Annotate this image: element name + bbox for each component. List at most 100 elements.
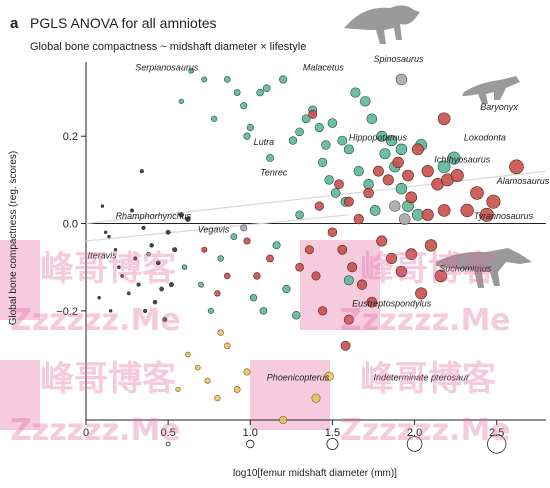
- chart-title: PGLS ANOVA for all amniotes: [30, 15, 217, 31]
- data-point: [424, 239, 438, 252]
- annotation-label: Rhamphorhynchus: [116, 211, 192, 221]
- watermark-text: Zzzzzz.Me: [10, 413, 181, 448]
- annotation-label: Hippopotamus: [349, 133, 408, 143]
- data-point: [108, 309, 113, 313]
- data-point: [392, 156, 404, 169]
- data-point: [211, 115, 218, 122]
- y-tick-label: −0.2: [56, 306, 78, 318]
- data-point: [185, 351, 191, 358]
- x-tick-label: 1.5: [325, 427, 340, 439]
- data-point: [136, 282, 141, 287]
- data-point: [243, 368, 251, 376]
- data-point: [405, 191, 418, 204]
- data-point: [240, 102, 248, 110]
- data-point: [295, 210, 304, 220]
- data-point: [398, 213, 411, 225]
- data-point: [460, 203, 474, 218]
- annotation-label: Alamosaurus: [496, 176, 550, 186]
- data-point: [343, 196, 354, 207]
- size-legend-circle: [246, 439, 255, 449]
- data-point: [437, 112, 451, 126]
- data-point: [337, 244, 348, 255]
- data-point: [324, 175, 334, 185]
- annotation-label: Serpianosaurus: [135, 63, 199, 73]
- data-point: [356, 279, 368, 290]
- watermark-text: 峰哥博客: [40, 359, 176, 399]
- data-point: [178, 98, 184, 104]
- data-point: [243, 132, 251, 140]
- data-point: [311, 271, 321, 281]
- annotation-label: Lutra: [254, 137, 275, 147]
- data-point: [185, 216, 191, 222]
- data-point: [201, 76, 208, 83]
- data-point: [117, 265, 121, 269]
- data-point: [207, 307, 214, 314]
- annotation-label: Baryonyx: [480, 102, 518, 112]
- data-point: [126, 291, 131, 296]
- data-point: [130, 208, 134, 213]
- data-point: [411, 143, 424, 156]
- size-legend-circle: [406, 436, 423, 452]
- y-tick-label: 0.0: [63, 219, 78, 231]
- data-point: [146, 251, 151, 257]
- size-legend-circle: [487, 434, 507, 454]
- data-point: [266, 254, 274, 263]
- data-point: [233, 89, 241, 96]
- data-point: [168, 282, 174, 288]
- watermark-text: 峰哥博客: [360, 249, 496, 289]
- data-point: [97, 296, 101, 300]
- data-point: [188, 67, 194, 74]
- data-point: [256, 88, 264, 97]
- silhouette-layer: [344, 5, 532, 288]
- watermark-block: [0, 240, 40, 320]
- data-point: [324, 371, 334, 382]
- data-point: [133, 256, 138, 261]
- data-point: [107, 234, 111, 239]
- data-point: [194, 364, 201, 371]
- data-point: [395, 182, 408, 195]
- data-point: [100, 204, 105, 208]
- data-point: [262, 84, 271, 93]
- data-point: [509, 159, 524, 175]
- watermark-text: Zzzzzz.Me: [10, 303, 181, 338]
- data-point: [470, 186, 484, 200]
- data-point: [288, 136, 298, 145]
- annotation-label: Ichthyosaurus: [434, 154, 491, 164]
- trend-line: [85, 170, 547, 225]
- data-point: [292, 310, 301, 320]
- data-point: [295, 262, 304, 272]
- data-point: [141, 225, 146, 231]
- data-point: [363, 178, 374, 190]
- trend-line: [85, 214, 349, 242]
- data-point: [337, 135, 348, 146]
- data-point: [405, 248, 418, 260]
- watermark-text: Zzzzzz.Me: [340, 413, 511, 448]
- data-point: [104, 230, 108, 234]
- data-point: [246, 123, 254, 132]
- annotation-label: Malacetus: [303, 63, 345, 73]
- size-legend-circle: [326, 437, 339, 450]
- data-point: [360, 96, 371, 107]
- data-point: [217, 329, 224, 336]
- data-point: [366, 296, 378, 308]
- data-point: [282, 284, 291, 294]
- data-point: [120, 274, 124, 278]
- data-point: [353, 214, 364, 225]
- data-point: [382, 174, 394, 186]
- data-point: [311, 393, 321, 403]
- data-point: [415, 287, 428, 300]
- data-point: [259, 307, 268, 315]
- x-tick-label: 0.5: [160, 427, 175, 439]
- data-point: [279, 415, 288, 425]
- watermark-text: 峰哥博客: [360, 359, 496, 399]
- data-point: [217, 255, 224, 262]
- data-point: [198, 281, 204, 288]
- data-point: [334, 179, 344, 190]
- data-point: [486, 194, 501, 209]
- data-point: [240, 224, 248, 232]
- size-legend-circle: [165, 441, 171, 447]
- panel-letter: a: [10, 15, 19, 32]
- data-point: [272, 241, 281, 250]
- data-point: [376, 235, 388, 247]
- annotation-label: Iteravis: [88, 250, 118, 260]
